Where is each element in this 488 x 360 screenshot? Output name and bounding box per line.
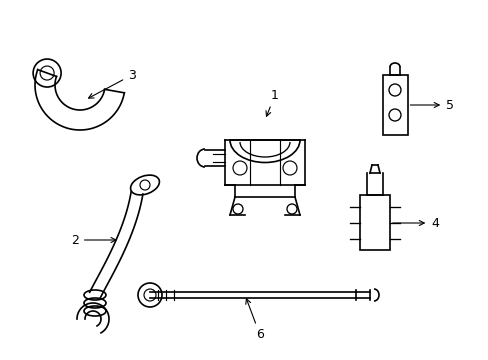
Text: 6: 6 — [245, 299, 264, 342]
Text: 2: 2 — [71, 234, 116, 247]
Text: 5: 5 — [409, 99, 453, 112]
Bar — [359, 195, 389, 250]
Text: 3: 3 — [88, 68, 136, 98]
Text: 1: 1 — [265, 89, 278, 116]
Bar — [382, 75, 407, 135]
Text: 4: 4 — [392, 216, 438, 230]
